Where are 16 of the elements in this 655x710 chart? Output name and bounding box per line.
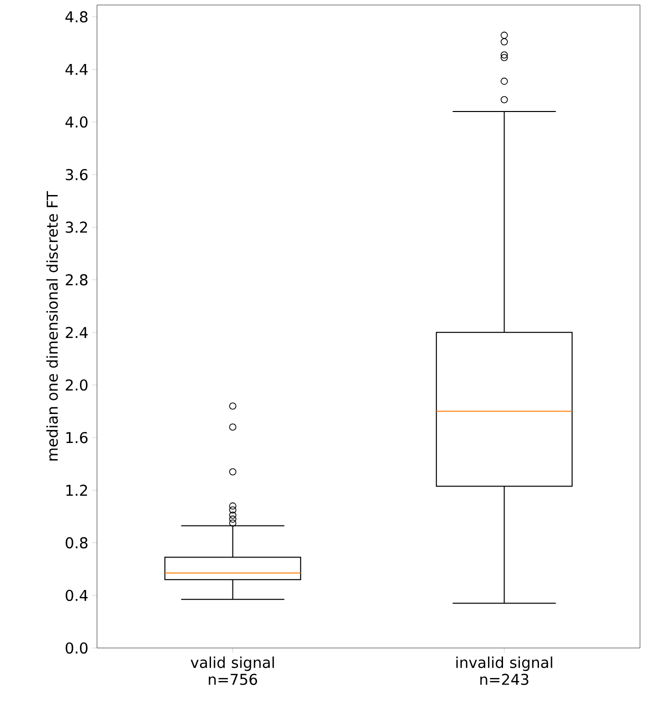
y-tick-label: 3.2 [66, 222, 87, 233]
y-tick-label: 2.8 [66, 274, 88, 286]
y-tick-label: 4.4 [65, 64, 88, 75]
y-tick-label: 1.2 [66, 484, 87, 496]
y-tick-label: 0.0 [66, 642, 88, 654]
y-tick-label: 2.0 [66, 379, 88, 391]
y-tick-label: 4.8 [65, 11, 88, 22]
x-tick-label: valid signal n=756 [190, 656, 274, 686]
x-tick-label: invalid signal n=243 [456, 656, 552, 686]
y-tick-label: 3.6 [66, 168, 88, 180]
y-tick-label: 2.4 [66, 326, 88, 338]
y-tick-label: 0.8 [66, 537, 88, 548]
y-tick-label: 1.6 [66, 432, 88, 444]
y-axis-title: median one dimensional discrete FT [46, 191, 58, 460]
y-tick-label: 4.0 [65, 116, 88, 128]
y-tick-label: 0.4 [66, 590, 88, 602]
